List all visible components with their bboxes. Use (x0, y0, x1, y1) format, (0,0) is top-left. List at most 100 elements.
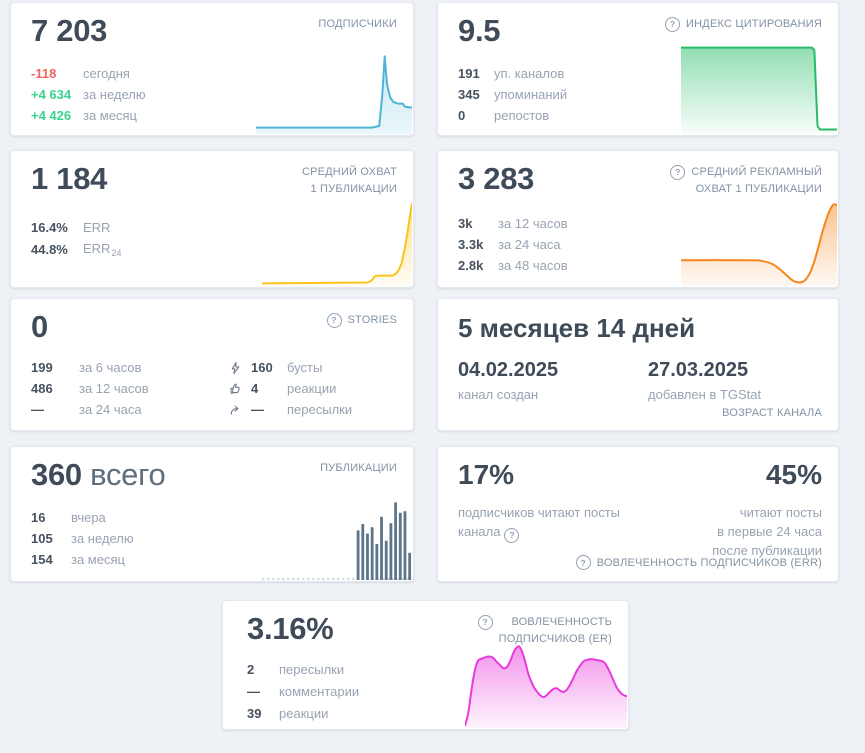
stat-row: 44.8% ERR24 (31, 238, 121, 261)
card-title: ИНДЕКС ЦИТИРОВАНИЯ (665, 16, 822, 33)
stat-label: за 6 часов (79, 360, 142, 375)
stat-label: сегодня (83, 66, 130, 81)
card-title: ВОВЛЕЧЕННОСТЬ ПОДПИСЧИКОВ (ER) (477, 614, 612, 647)
stat-label: репостов (494, 108, 550, 123)
publications-count: 360 всего (31, 457, 166, 492)
help-icon[interactable] (670, 165, 686, 180)
help-icon[interactable] (326, 313, 342, 328)
ad-reach-card: 3 283 СРЕДНИЙ РЕКЛАМНЫЙ ОХВАТ 1 ПУБЛИКАЦ… (437, 150, 839, 288)
created-date: 04.02.2025 (458, 359, 559, 381)
err24-percent: 45% (765, 459, 822, 490)
stat-label: реакции (287, 381, 337, 396)
er-percent: 3.16% (247, 611, 334, 646)
publications-stats: 16 вчера 105 за неделю 154 за месяц (31, 507, 134, 570)
stat-value: +4 426 (31, 108, 72, 123)
stat-label: за неделю (71, 531, 134, 546)
stat-value: 154 (31, 552, 53, 567)
citation-index-value: 9.5 (458, 13, 501, 48)
stat-label: за 24 часа (498, 237, 561, 252)
stat-value: 3.3k (458, 237, 484, 252)
card-title: STORIES (326, 312, 398, 329)
stat-row: 16.4% ERR (31, 217, 121, 238)
stat-label: за 24 часа (79, 402, 142, 417)
stat-row: — пересылки (229, 399, 352, 420)
stat-label: реакции (279, 706, 329, 721)
created-label: канал создан (458, 387, 539, 402)
stat-row: 39 реакции (247, 703, 359, 725)
stat-row: — за 24 часа (31, 399, 149, 420)
forwards-icon (229, 403, 244, 417)
ad-reach-value: 3 283 (458, 161, 535, 196)
citation-index-card: 9.5 ИНДЕКС ЦИТИРОВАНИЯ 191 уп. каналов 3… (437, 2, 839, 136)
engagement-er-card: 3.16% ВОВЛЕЧЕННОСТЬ ПОДПИСЧИКОВ (ER) 2 п… (222, 600, 629, 730)
channel-age-value: 5 месяцев 14 дней (458, 313, 696, 343)
stat-value: 2.8k (458, 258, 484, 273)
stat-row: 2 пересылки (247, 659, 359, 681)
publications-bar-chart (262, 498, 412, 580)
stat-label: вчера (71, 510, 106, 525)
channel-age-card: 5 месяцев 14 дней 04.02.2025 канал созда… (437, 298, 839, 431)
stat-row: 160 бусты (229, 357, 352, 378)
boost-icon (229, 361, 244, 375)
stat-value: +4 634 (31, 87, 72, 102)
stat-label: ERR (83, 220, 111, 235)
help-icon[interactable] (504, 528, 520, 543)
stat-value: 44.8% (31, 242, 68, 257)
stat-label: за месяц (83, 108, 137, 123)
stat-value: 16.4% (31, 220, 68, 235)
card-title-label: СРЕДНИЙ РЕКЛАМНЫЙ ОХВАТ 1 ПУБЛИКАЦИИ (691, 166, 822, 195)
stat-row: — комментарии (247, 681, 359, 703)
stat-row: 0 репостов (458, 105, 567, 126)
stat-value: — (251, 402, 264, 417)
subscribers-card: 7 203 ПОДПИСЧИКИ -118 сегодня +4 634 за … (10, 2, 414, 136)
added-label: добавлен в TGStat (648, 387, 762, 402)
card-title-label: ПУБЛИКАЦИИ (320, 462, 397, 474)
stories-stats-right: 160 бусты 4 реакции — пересылки (229, 357, 352, 420)
ad-reach-stats: 3k за 12 часов 3.3k за 24 часа 2.8k за 4… (458, 213, 568, 276)
stat-row: +4 634 за неделю (31, 84, 146, 105)
stat-row: 3.3k за 24 часа (458, 234, 568, 255)
citation-stats: 191 уп. каналов 345 упоминаний 0 репосто… (458, 63, 567, 126)
stat-value: 0 (458, 108, 466, 123)
er-sparkline-chart (465, 644, 627, 728)
stat-row: 191 уп. каналов (458, 63, 567, 84)
stat-row: 105 за неделю (31, 528, 134, 549)
stat-label: за месяц (71, 552, 125, 567)
stat-row: 154 за месяц (31, 549, 134, 570)
card-title-label: ИНДЕКС ЦИТИРОВАНИЯ (686, 18, 822, 30)
stat-value: 3k (458, 216, 473, 231)
help-icon[interactable] (575, 555, 591, 570)
stat-label: пересылки (279, 662, 345, 677)
err-caption: подписчиков читают посты канала (458, 503, 620, 543)
stat-row: 345 упоминаний (458, 84, 567, 105)
stat-label: пересылки (287, 402, 353, 417)
stat-value: -118 (31, 66, 57, 81)
stat-value: 486 (31, 381, 53, 396)
card-title: ВОВЛЕЧЕННОСТЬ ПОДПИСЧИКОВ (ERR) (575, 555, 822, 570)
avg-reach-card: 1 184 СРЕДНИЙ ОХВАТ 1 ПУБЛИКАЦИИ 16.4% E… (10, 150, 414, 288)
stat-label: комментарии (279, 684, 360, 699)
card-title-label: ВОЗРАСТ КАНАЛА (722, 407, 822, 419)
help-icon[interactable] (665, 17, 681, 32)
stat-label: за 48 часов (498, 258, 568, 273)
help-icon[interactable] (477, 615, 493, 630)
channel-created: 04.02.2025 канал создан (458, 359, 558, 402)
stat-row: +4 426 за месяц (31, 105, 146, 126)
citation-sparkline-chart (681, 44, 837, 134)
card-title-label: ПОДПИСЧИКИ (318, 18, 397, 30)
card-title: ПУБЛИКАЦИИ (320, 460, 397, 477)
stat-row: -118 сегодня (31, 63, 146, 84)
avg-reach-stats: 16.4% ERR 44.8% ERR24 (31, 217, 121, 261)
err-percent: 17% (458, 459, 515, 490)
subscribers-sparkline-chart (256, 54, 412, 134)
stat-row: 486 за 12 часов (31, 378, 149, 399)
stories-stats-left: 199 за 6 часов 486 за 12 часов — за 24 ч… (31, 357, 149, 420)
engagement-err-card: 17% подписчиков читают посты канала 45% … (437, 446, 839, 582)
stat-value: 199 (31, 360, 53, 375)
stat-label: ERR24 (83, 241, 122, 258)
channel-added: 27.03.2025 добавлен в TGStat (648, 359, 761, 402)
card-title-label: ВОВЛЕЧЕННОСТЬ ПОДПИСЧИКОВ (ER) (498, 616, 612, 645)
stat-value: — (247, 684, 260, 699)
er-stats: 2 пересылки — комментарии 39 реакции (247, 659, 359, 725)
stat-row: 199 за 6 часов (31, 357, 149, 378)
